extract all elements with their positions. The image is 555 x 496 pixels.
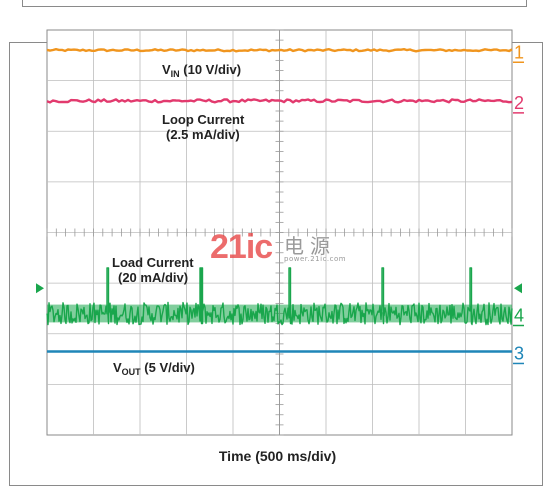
label-load-current-line-2: (20 mA/div) bbox=[118, 270, 188, 285]
label-vin: VIN (10 V/div) bbox=[162, 62, 241, 79]
label-loop-current-line-2: (2.5 mA/div) bbox=[166, 127, 240, 142]
frame-top-edge bbox=[22, 0, 527, 7]
trigger-arrow-left bbox=[36, 283, 44, 294]
trace-load-band bbox=[47, 304, 512, 323]
channel-number-1: 1 bbox=[514, 42, 524, 62]
trace-vin bbox=[46, 48, 513, 53]
trigger-arrow-right bbox=[514, 283, 522, 294]
label-loop-current-line-1: Loop Current bbox=[162, 112, 245, 127]
x-axis-label: Time (500 ms/div) bbox=[218, 448, 337, 464]
label-load-current-line-1: Load Current bbox=[112, 255, 194, 270]
trace-loop bbox=[46, 98, 513, 104]
grid bbox=[46, 29, 513, 436]
channel-number-3: 3 bbox=[514, 343, 524, 363]
label-vout: VOUT (5 V/div) bbox=[113, 360, 195, 377]
channel-markers: 1 2 4 3 bbox=[36, 42, 524, 365]
channel-number-2: 2 bbox=[514, 93, 524, 113]
trace-labels: VIN (10 V/div) Loop Current(2.5 mA/div) Lo… bbox=[112, 62, 245, 377]
channel-number-4: 4 bbox=[514, 306, 524, 326]
traces bbox=[46, 48, 513, 353]
